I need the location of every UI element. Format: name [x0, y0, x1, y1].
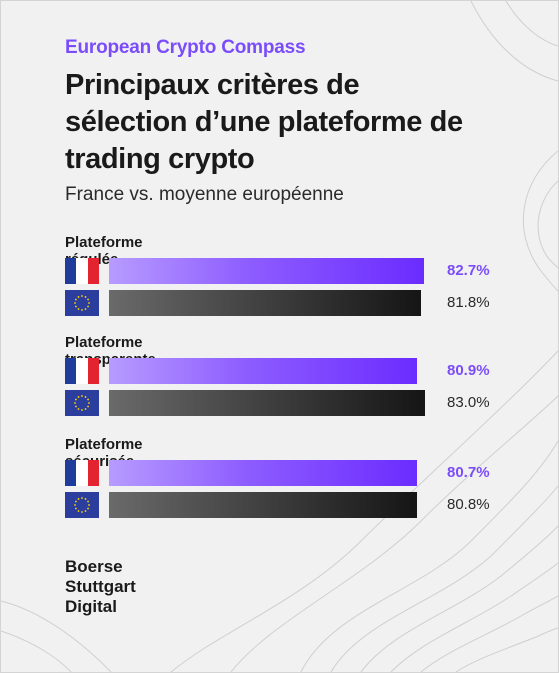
eu-flag-icon [65, 290, 99, 316]
page-title: Principaux critères de sélection d’une p… [65, 67, 535, 178]
data-label: 80.9% [447, 362, 490, 379]
title-line: sélection d’une plateforme de [65, 106, 463, 138]
france-flag-icon [65, 358, 99, 384]
bar [109, 460, 417, 486]
france-flag-icon [65, 460, 99, 486]
bar [109, 492, 417, 518]
bar [109, 258, 425, 284]
data-label: 81.8% [447, 294, 490, 311]
eu-flag-icon [65, 390, 99, 416]
brand-subtitle: European Crypto Compass [65, 37, 306, 58]
boerse-stuttgart-digital-logo: Boerse Stuttgart Digital [65, 557, 136, 617]
title-line: trading crypto [65, 143, 255, 175]
bar [109, 358, 418, 384]
data-label: 82.7% [447, 262, 490, 279]
bar [109, 290, 421, 316]
title-line: Principaux critères de [65, 69, 360, 101]
data-label: 80.7% [447, 464, 490, 481]
logo-line: Boerse [65, 557, 123, 576]
logo-line: Stuttgart [65, 577, 136, 596]
logo-line: Digital [65, 597, 117, 616]
france-flag-icon [65, 258, 99, 284]
bar [109, 390, 426, 416]
chart-subtitle: France vs. moyenne européenne [65, 184, 344, 205]
eu-flag-icon [65, 492, 99, 518]
data-label: 80.8% [447, 496, 490, 513]
data-label: 83.0% [447, 394, 490, 411]
